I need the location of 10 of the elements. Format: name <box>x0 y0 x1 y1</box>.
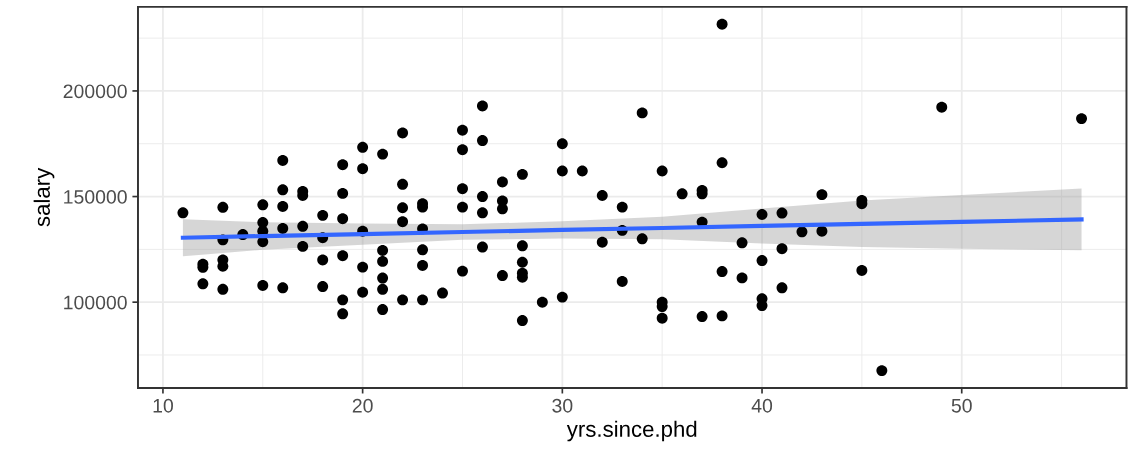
x-axis-title: yrs.since.phd <box>566 420 697 442</box>
y-tick-label: 150000 <box>64 190 127 204</box>
y-axis-title: salary <box>33 167 55 227</box>
x-tick-label: 40 <box>751 398 773 413</box>
x-tick-label: 10 <box>153 398 173 413</box>
y-tick-label: 200000 <box>63 84 127 99</box>
x-tick-label: 50 <box>951 398 972 413</box>
y-tick-label: 100000 <box>64 295 127 310</box>
x-tick-label: 30 <box>552 398 573 413</box>
x-tick-label: 20 <box>352 398 373 413</box>
